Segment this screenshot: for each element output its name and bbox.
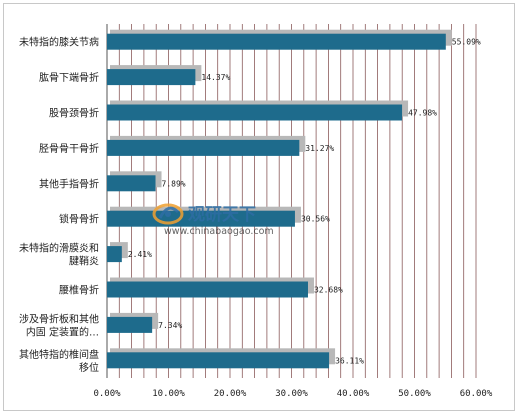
category-label: 锁骨骨折 <box>59 213 99 226</box>
category-label: 胫骨骨干骨折 <box>39 142 99 155</box>
bar <box>107 175 156 192</box>
value-label: 30.56% <box>301 215 330 224</box>
value-label: 36.11% <box>335 356 364 365</box>
category-label: 股骨颈骨折 <box>49 107 99 120</box>
category-label: 腰椎骨折 <box>59 284 99 297</box>
category-labels: 未特指的膝关节病肱骨下端骨折股骨颈骨折胫骨骨干骨折其他手指骨折锁骨骨折未特指的滑… <box>19 36 99 374</box>
bar <box>107 139 300 156</box>
value-label: 2.41% <box>128 250 152 259</box>
value-label: 47.98% <box>408 109 437 118</box>
category-label: 移位 <box>79 361 99 374</box>
value-label: 14.37% <box>201 73 230 82</box>
value-labels: 55.09% 14.37% 47.98% 31.27% 7.89% 30.56% 2.41%… <box>128 38 481 366</box>
watermark-text: 观研天下 <box>187 205 256 225</box>
x-tick-label: 50.00% <box>398 389 431 399</box>
x-tick-label: 40.00% <box>337 389 370 399</box>
bar-chart: 未特指的膝关节病肱骨下端骨折股骨颈骨折胫骨骨干骨折其他手指骨折锁骨骨折未特指的滑… <box>19 24 493 399</box>
value-label: 55.09% <box>452 38 481 47</box>
category-label: 涉及骨折板和其他 <box>19 312 99 325</box>
bar <box>107 281 308 298</box>
bar <box>107 104 403 121</box>
x-tick-label: 30.00% <box>275 389 308 399</box>
category-label: 腱鞘炎 <box>69 255 99 268</box>
x-tick-label: 10.00% <box>152 389 185 399</box>
bars <box>107 29 452 369</box>
x-tick-label: 0.00% <box>93 389 121 399</box>
bar <box>107 352 330 369</box>
watermark-url: www.chinabaogao.com <box>164 226 274 237</box>
value-label: 7.89% <box>162 179 186 188</box>
value-label: 32.68% <box>314 286 343 295</box>
value-label: 7.34% <box>158 321 182 330</box>
watermark: 观研天下 www.chinabaogao.com <box>152 203 274 237</box>
chinabaogao-logo-icon <box>152 203 184 225</box>
category-label: 肱骨下端骨折 <box>39 71 99 84</box>
x-tick-labels: 0.00% 10.00% 20.00% 30.00% 40.00% 50.00% 60.00… <box>93 389 492 399</box>
bar <box>107 33 446 50</box>
value-label: 31.27% <box>305 144 334 153</box>
bar <box>107 69 196 86</box>
x-tick-label: 60.00% <box>460 389 493 399</box>
bar <box>107 316 153 333</box>
category-label: 未特指的膝关节病 <box>19 36 99 49</box>
category-label: 未特指的滑膜炎和 <box>19 242 99 255</box>
category-label: 内固 定装置的… <box>26 325 99 338</box>
chart-frame: 未特指的膝关节病肱骨下端骨折股骨颈骨折胫骨骨干骨折 其他手指骨折锁骨骨折未特指的滑… <box>3 3 515 411</box>
category-label: 其他手指骨折 <box>39 177 99 190</box>
category-label: 其他特指的椎间盘 <box>19 348 99 361</box>
bar <box>107 246 122 263</box>
x-tick-label: 20.00% <box>214 389 247 399</box>
